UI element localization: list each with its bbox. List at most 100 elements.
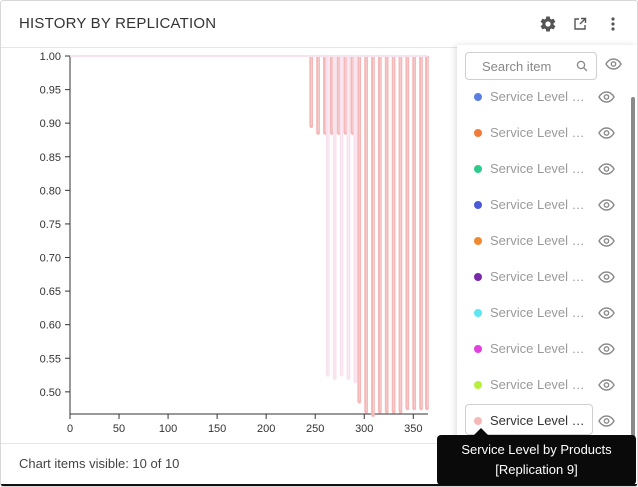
series-color-dot [474,381,482,389]
eye-icon[interactable] [598,235,615,247]
legend-item[interactable]: Service Level b... [457,225,629,259]
legend-item-label: Service Level b... [490,89,585,104]
series-color-dot [474,237,482,245]
data-point [337,131,341,135]
data-point [357,400,361,404]
data-point [309,124,313,129]
series-color-dot [474,165,482,173]
panel-title: HISTORY BY REPLICATION [19,15,217,32]
eye-icon[interactable] [598,343,615,355]
chart-items-visible: Chart items visible: 10 of 10 [19,456,180,471]
search-placeholder: Search item [482,59,552,74]
x-tick-label: 250 [306,423,324,435]
bottom-strip [1,484,637,486]
series-color-dot [474,345,482,353]
more-vertical-icon [611,17,615,31]
expand-button[interactable] [569,13,591,35]
data-point [353,380,358,384]
eye-icon[interactable] [598,199,615,211]
data-point [323,131,327,135]
legend-item[interactable]: Service Level b... [457,189,629,223]
legend-item[interactable]: Service Level b... [457,261,629,295]
legend-item[interactable]: Service Level b... [457,369,629,403]
y-tick-label: 0.75 [40,219,61,231]
x-tick-label: 100 [159,423,177,435]
y-tick-label: 0.90 [40,118,61,130]
legend-tooltip: Service Level by Products [Replication 9… [437,435,636,485]
legend-item-label: Service Level b... [490,125,585,140]
eye-icon[interactable] [598,91,615,103]
y-tick-label: 0.60 [40,320,61,332]
data-point [398,410,403,414]
series-color-dot [474,93,482,101]
y-tick-label: 1.00 [40,51,61,63]
tooltip-line-2: [Replication 9] [495,462,578,477]
search-input[interactable]: Search item [465,52,597,80]
panel-header: HISTORY BY REPLICATION [1,1,637,48]
panel-footer: Chart items visible: 10 of 10 [1,443,637,484]
legend-item[interactable]: Service Level b... [457,297,629,331]
series-color-dot [474,309,482,317]
legend-item-label: Service Level b... [490,341,585,356]
legend-item-label: Service Level b... [490,413,585,428]
series-color-dot [474,417,482,425]
data-point [326,373,330,377]
data-point [419,407,423,411]
expand-icon [574,17,587,30]
series-color-dot [474,273,482,281]
eye-icon[interactable] [598,163,615,175]
x-tick-label: 200 [257,423,275,435]
data-point [385,410,389,414]
data-point [364,410,368,414]
data-point [350,131,355,135]
data-point [378,410,382,414]
data-point [405,407,410,411]
data-point [412,407,416,411]
y-tick-label: 0.85 [40,152,61,164]
legend-item[interactable]: Service Level b... [457,153,629,187]
y-tick-label: 0.55 [40,353,61,365]
series-color-dot [474,201,482,209]
x-tick-label: 50 [113,423,125,435]
legend-scrollbar[interactable] [631,97,635,443]
gear-icon [540,16,556,32]
history-chart: 1.00 0.95 0.90 0.85 0.80 0.75 0.70 0.65 0.60 0.55… [40,51,429,435]
tooltip-arrow [474,428,488,435]
settings-button[interactable] [537,13,559,35]
legend-item-label: Service Level b... [490,305,585,320]
search-icon [576,59,588,77]
more-options-button[interactable] [602,13,624,35]
data-point [333,376,337,381]
data-point [425,407,429,411]
chart-area: 1.00 0.95 0.90 0.85 0.80 0.75 0.70 0.65 0.60 0.55… [1,47,461,442]
data-point [346,376,351,381]
x-tick-label: 350 [404,423,422,435]
y-tick-label: 0.65 [40,286,61,298]
eye-icon[interactable] [598,127,615,139]
data-point [392,410,396,414]
y-tick-label: 0.95 [40,85,61,97]
y-tick-label: 0.50 [40,387,61,399]
legend-item[interactable]: Service Level b... [457,333,629,367]
eye-icon[interactable] [598,415,615,427]
eye-icon[interactable] [598,271,615,283]
legend-item-label: Service Level b... [490,377,585,392]
legend-panel: Search item Service Level b... Service Le… [457,45,637,445]
legend-item[interactable]: Service Level b... [457,81,629,115]
eye-icon[interactable] [598,307,615,319]
data-point [344,131,348,135]
x-tick-label: 0 [67,423,73,435]
toggle-all-visibility-button[interactable] [605,57,622,75]
y-tick-label: 0.70 [40,253,61,265]
data-point [330,131,334,135]
eye-icon[interactable] [598,379,615,391]
y-tick-label: 0.80 [40,185,61,197]
legend-item-label: Service Level b... [490,233,585,248]
data-point [340,373,344,377]
legend-item-label: Service Level b... [490,161,585,176]
legend-item[interactable]: Service Level b... [457,117,629,151]
legend-item-label: Service Level b... [490,197,585,212]
tooltip-line-1: Service Level by Products [461,442,612,457]
series-color-dot [474,129,482,137]
